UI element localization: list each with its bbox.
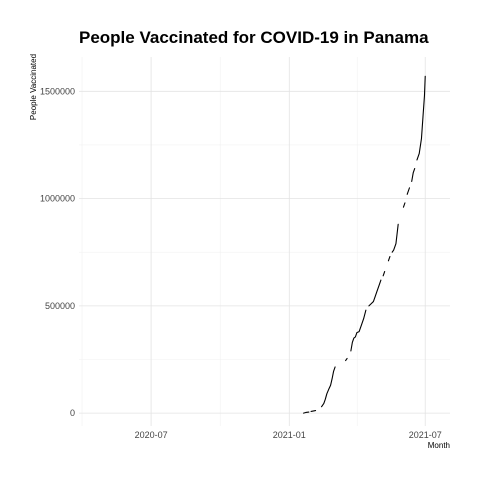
- series-layer: [302, 75, 426, 414]
- x-axis-ticks: 2020-07 2021-01 2021-07: [135, 430, 442, 440]
- series-line-segment: [416, 75, 426, 161]
- series-line-segment: [382, 270, 386, 277]
- series-line-segment: [406, 187, 411, 195]
- y-axis-title: People Vaccinated: [29, 54, 38, 120]
- x-axis-title: Month: [428, 441, 450, 450]
- series-line-segment: [350, 309, 367, 352]
- y-tick-label: 0: [70, 408, 75, 418]
- x-tick-label: 2021-01: [273, 430, 306, 440]
- y-tick-label: 1500000: [40, 86, 75, 96]
- series-line-segment: [345, 357, 348, 362]
- x-tick-label: 2020-07: [135, 430, 168, 440]
- grid: [79, 57, 450, 426]
- series-line-segment: [310, 409, 317, 412]
- series-line-segment: [321, 366, 336, 408]
- x-tick-label: 2021-07: [409, 430, 442, 440]
- series-line-segment: [368, 279, 382, 307]
- chart-title: People Vaccinated for COVID-19 in Panama: [79, 28, 429, 47]
- y-tick-label: 500000: [45, 301, 75, 311]
- y-axis-ticks: 0 500000 1000000 1500000: [40, 86, 75, 418]
- series-line-segment: [387, 255, 391, 262]
- series-line-segment: [411, 168, 416, 182]
- y-tick-label: 1000000: [40, 194, 75, 204]
- series-line-segment: [302, 411, 310, 414]
- series-line-segment: [391, 223, 399, 253]
- series-line-segment: [402, 202, 406, 208]
